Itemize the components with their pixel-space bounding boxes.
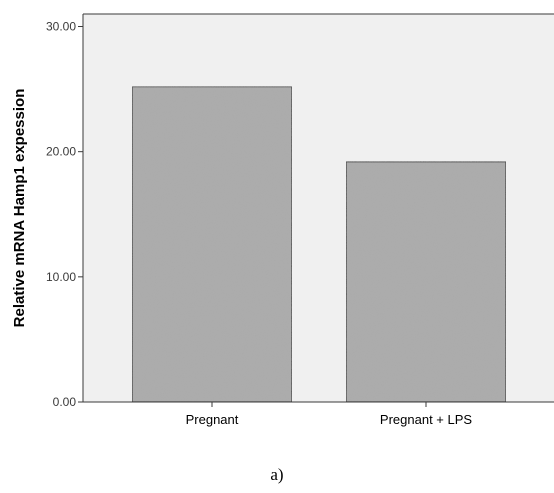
- y-tick-label: 20.00: [46, 145, 76, 159]
- y-tick-label: 10.00: [46, 270, 76, 284]
- y-tick-label: 0.00: [53, 395, 77, 409]
- figure-caption: a): [270, 465, 284, 484]
- y-tick-label: 30.00: [46, 20, 76, 34]
- y-axis-title: Relative mRNA Hamp1 expession: [11, 89, 28, 328]
- bar-pregnant: [131, 85, 293, 403]
- x-category-label: Pregnant + LPS: [380, 412, 472, 427]
- bar-pregnant-lps: [345, 161, 507, 403]
- x-category-label: Pregnant: [186, 412, 239, 427]
